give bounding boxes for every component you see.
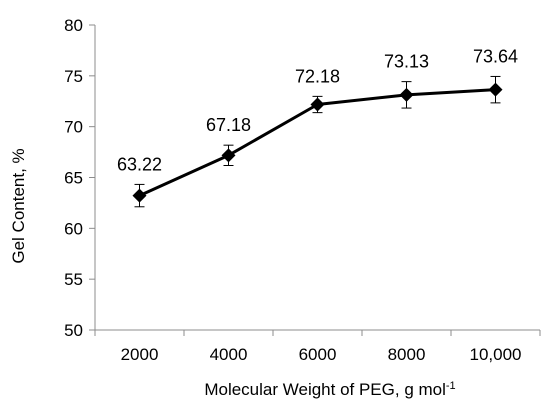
x-tick-label: 2000 [121,345,159,364]
y-tick-label: 65 [64,169,83,188]
diamond-marker [310,97,325,112]
data-label: 72.18 [295,66,340,86]
data-label: 73.13 [384,52,429,72]
x-axis: 2000 4000 6000 8000 10,000 [94,329,541,364]
y-tick-label: 55 [64,270,83,289]
x-tick-label: 4000 [210,345,248,364]
y-tick-label: 50 [64,321,83,340]
x-tick-label: 8000 [388,345,426,364]
y-tick-label: 60 [64,219,83,238]
x-axis-title: Molecular Weight of PEG, g mol-1 [204,380,455,399]
diamond-marker [488,82,503,97]
data-label: 73.64 [473,46,518,66]
data-markers [132,82,503,203]
y-axis-title: Gel Content, % [9,148,28,263]
data-label: 67.18 [206,115,251,135]
y-axis: 50 55 60 65 70 75 80 [64,16,96,340]
x-axis-title-text: Molecular Weight of PEG, g mol [204,380,446,399]
y-tick-label: 75 [64,67,83,86]
x-tick-label: 6000 [299,345,337,364]
diamond-marker [399,87,414,102]
x-tick-label: 10,000 [470,345,522,364]
diamond-marker [132,188,147,203]
error-bars [134,75,501,208]
data-labels: 63.22 67.18 72.18 73.13 73.64 [117,46,518,174]
diamond-marker [221,148,236,163]
x-axis-title-superscript: -1 [446,380,456,392]
data-label: 63.22 [117,154,162,174]
y-tick-label: 80 [64,16,83,35]
y-tick-label: 70 [64,118,83,137]
